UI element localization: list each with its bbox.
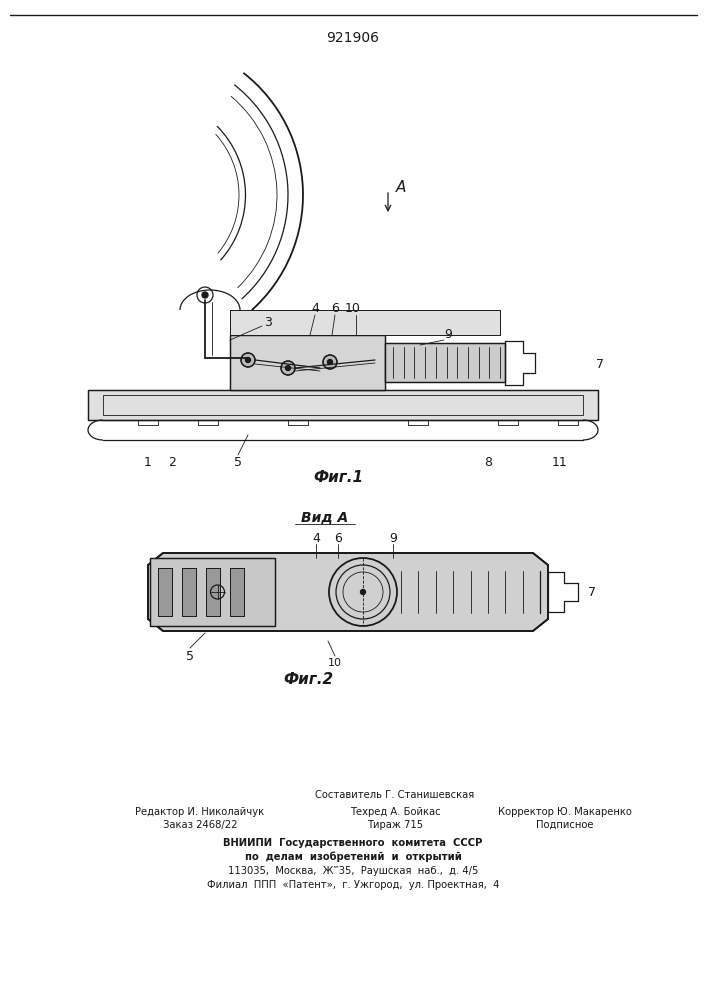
- Circle shape: [323, 355, 337, 369]
- Text: Тираж 715: Тираж 715: [367, 820, 423, 830]
- Bar: [230, 335, 385, 390]
- Bar: [230, 310, 500, 335]
- Polygon shape: [148, 553, 548, 631]
- Text: 11: 11: [552, 456, 568, 468]
- Text: Филиал  ППП  «Патент»,  г. Ужгород,  ул. Проектная,  4: Филиал ППП «Патент», г. Ужгород, ул. Про…: [207, 880, 499, 890]
- Bar: [385, 343, 505, 382]
- Circle shape: [241, 353, 255, 367]
- Text: Фиг.2: Фиг.2: [283, 672, 333, 688]
- Circle shape: [327, 360, 332, 364]
- Text: 3: 3: [264, 316, 272, 330]
- Bar: [158, 568, 172, 616]
- Text: 9: 9: [389, 532, 397, 544]
- Text: 7: 7: [596, 359, 604, 371]
- Bar: [182, 568, 196, 616]
- Text: Корректор Ю. Макаренко: Корректор Ю. Макаренко: [498, 807, 632, 817]
- Circle shape: [245, 358, 250, 362]
- Bar: [88, 390, 598, 420]
- Bar: [150, 558, 275, 626]
- Bar: [103, 395, 583, 415]
- Text: 10: 10: [328, 658, 342, 668]
- Text: 4: 4: [312, 532, 320, 544]
- Text: по  делам  изобретений  и  открытий: по делам изобретений и открытий: [245, 852, 462, 862]
- Circle shape: [202, 292, 208, 298]
- Bar: [206, 568, 220, 616]
- Text: 4: 4: [311, 302, 319, 314]
- Text: Фиг.1: Фиг.1: [313, 471, 363, 486]
- Text: 6: 6: [331, 302, 339, 314]
- Bar: [235, 323, 295, 335]
- Text: 9: 9: [444, 328, 452, 342]
- Bar: [150, 558, 275, 626]
- Text: Составитель Г. Станишевская: Составитель Г. Станишевская: [315, 790, 474, 800]
- Text: ВНИИПИ  Государственного  комитета  СССР: ВНИИПИ Государственного комитета СССР: [223, 838, 483, 848]
- Bar: [230, 335, 385, 390]
- Text: 10: 10: [345, 302, 361, 314]
- Text: Заказ 2468/22: Заказ 2468/22: [163, 820, 238, 830]
- Text: 8: 8: [484, 456, 492, 468]
- Text: 1: 1: [144, 456, 152, 468]
- Bar: [158, 568, 172, 616]
- Text: Вид A: Вид A: [301, 511, 349, 525]
- Text: 6: 6: [334, 532, 342, 544]
- Text: 5: 5: [186, 650, 194, 662]
- Text: Редактор И. Николайчук: Редактор И. Николайчук: [136, 807, 264, 817]
- Bar: [230, 568, 244, 616]
- Bar: [206, 568, 220, 616]
- Bar: [235, 323, 295, 335]
- Bar: [230, 568, 244, 616]
- Text: 5: 5: [234, 456, 242, 468]
- Bar: [385, 343, 505, 382]
- Text: 2: 2: [168, 456, 176, 468]
- Bar: [230, 310, 500, 335]
- Bar: [182, 568, 196, 616]
- Circle shape: [361, 589, 366, 594]
- Text: Подписное: Подписное: [536, 820, 594, 830]
- Text: A: A: [396, 180, 407, 196]
- Text: 7: 7: [588, 585, 596, 598]
- Circle shape: [286, 365, 291, 370]
- Circle shape: [281, 361, 295, 375]
- Text: Техред А. Бойкас: Техред А. Бойкас: [350, 807, 440, 817]
- Text: 921906: 921906: [327, 31, 380, 45]
- Bar: [88, 390, 598, 420]
- Text: 113035,  Москва,  Ж‴35,  Раушская  наб.,  д. 4/5: 113035, Москва, Ж‴35, Раушская наб., д. …: [228, 866, 478, 876]
